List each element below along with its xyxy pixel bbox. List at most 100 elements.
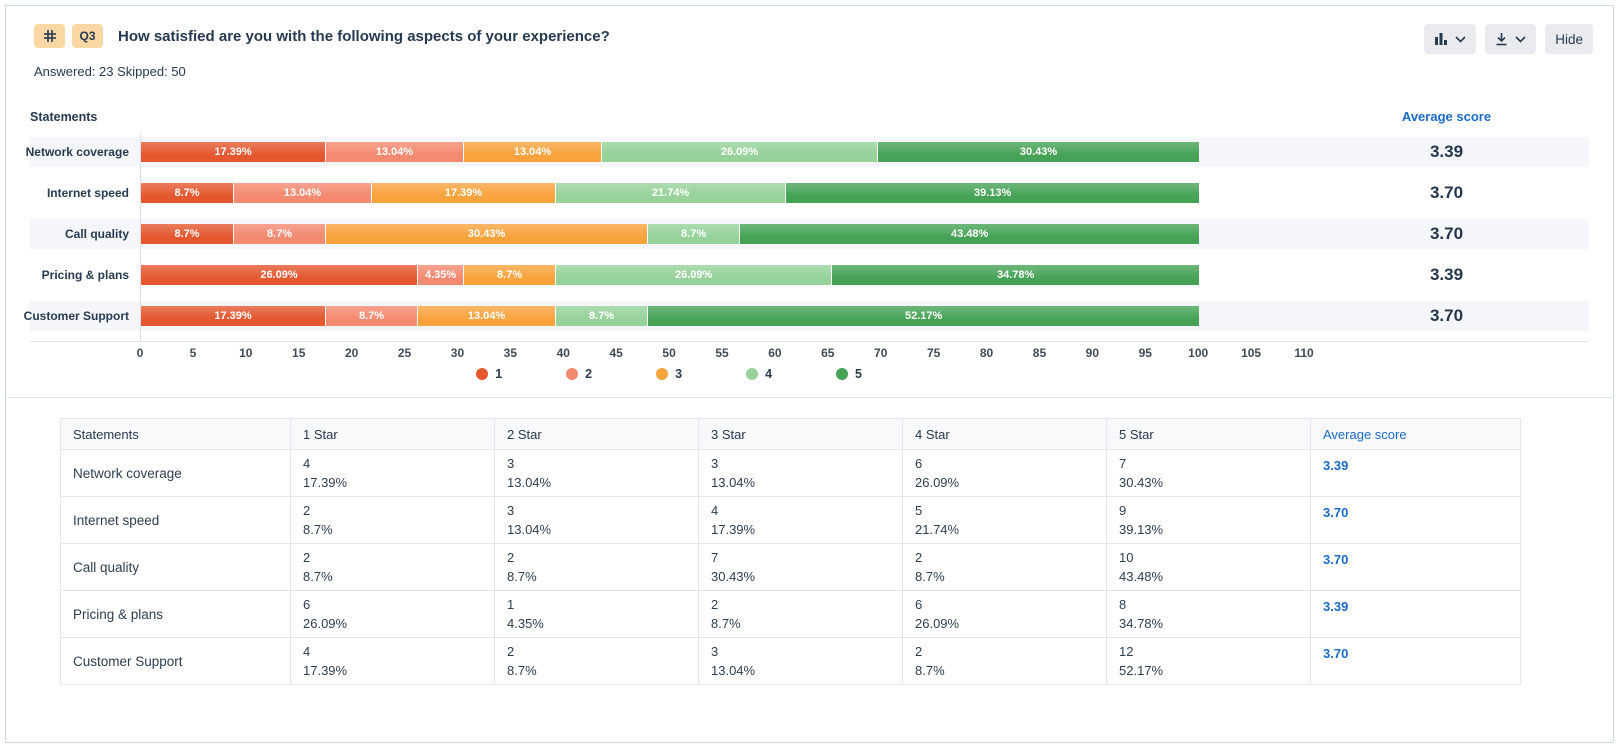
chevron-down-icon bbox=[1515, 35, 1526, 43]
section-divider bbox=[6, 397, 1613, 398]
axis-tick-label: 80 bbox=[979, 346, 994, 360]
column-header: 2 Star bbox=[494, 418, 699, 450]
bar-segment-rating-3[interactable]: 30.43% bbox=[325, 224, 648, 244]
legend-item: 4 bbox=[746, 367, 772, 381]
rating-count: 4 bbox=[303, 456, 311, 471]
chart-row: Customer Support 17.39% 8.7% 13.04% 8.7% 52.1… bbox=[24, 301, 1589, 331]
bar-segment-rating-5[interactable]: 30.43% bbox=[877, 142, 1200, 162]
bar-segment-rating-5[interactable]: 34.78% bbox=[831, 265, 1200, 285]
bar-segment-rating-4[interactable]: 8.7% bbox=[555, 306, 648, 326]
rating-cell: 4 17.39% bbox=[290, 637, 495, 685]
chart-row-bars: 8.7% 8.7% 30.43% 8.7% 43.48% bbox=[140, 219, 1304, 249]
axis-tick-label: 55 bbox=[715, 346, 729, 360]
rating-count: 10 bbox=[1119, 550, 1134, 565]
results-table: Statements 1 Star 2 Star 3 Star 4 Star 5 Star… bbox=[60, 418, 1521, 685]
legend-label: 4 bbox=[765, 367, 773, 381]
rating-percent: 26.09% bbox=[915, 616, 960, 631]
chevron-down-icon bbox=[1455, 35, 1466, 43]
chart-row-label: Call quality bbox=[64, 227, 129, 241]
bar-segment-rating-3[interactable]: 13.04% bbox=[463, 142, 601, 162]
question-title: How satisfied are you with the following… bbox=[118, 27, 610, 45]
rating-percent: 30.43% bbox=[1119, 475, 1164, 490]
bar-track: 8.7% 13.04% 17.39% 21.74% 39.13% bbox=[141, 183, 1200, 203]
question-toolbar: Hide bbox=[1424, 24, 1593, 54]
bar-segment-rating-2[interactable]: 13.04% bbox=[325, 142, 463, 162]
bar-segment-rating-1[interactable]: 17.39% bbox=[141, 306, 326, 326]
bar-segment-rating-1[interactable]: 26.09% bbox=[141, 265, 418, 285]
axis-tick-label: 30 bbox=[450, 346, 465, 360]
rating-count: 2 bbox=[915, 550, 923, 565]
axis-tick-label: 5 bbox=[189, 346, 197, 360]
column-header: 1 Star bbox=[290, 418, 495, 450]
bar-segment-rating-2[interactable]: 8.7% bbox=[233, 224, 326, 244]
rating-cell: 2 8.7% bbox=[290, 543, 495, 591]
chart-legend: 1 2 3 4 5 bbox=[140, 367, 1198, 381]
bar-track: 26.09% 4.35% 8.7% 26.09% 34.78% bbox=[141, 265, 1200, 285]
bar-segment-rating-1[interactable]: 8.7% bbox=[141, 224, 234, 244]
column-header: Statements bbox=[60, 418, 291, 450]
rating-count: 8 bbox=[1119, 597, 1127, 612]
bar-segment-rating-1[interactable]: 8.7% bbox=[141, 183, 234, 203]
bar-segment-rating-5[interactable]: 39.13% bbox=[785, 183, 1200, 203]
hide-button[interactable]: Hide bbox=[1545, 24, 1593, 54]
rating-cell: 4 17.39% bbox=[698, 496, 903, 544]
rating-count: 2 bbox=[507, 550, 515, 565]
axis-tick-label: 90 bbox=[1085, 346, 1100, 360]
bar-segment-rating-2[interactable]: 13.04% bbox=[233, 183, 372, 203]
rating-percent: 13.04% bbox=[711, 663, 756, 678]
bar-segment-rating-5[interactable]: 52.17% bbox=[647, 306, 1200, 326]
rating-cell: 8 34.78% bbox=[1106, 590, 1311, 638]
rating-cell: 2 8.7% bbox=[698, 590, 903, 638]
axis-row: 0 5 10 15 20 25 30 35 40 45 50 55 60 65 70 75 80 85 90 95 10… bbox=[30, 346, 1589, 364]
rating-percent: 8.7% bbox=[711, 616, 741, 631]
chart-row-label: Internet speed bbox=[46, 186, 129, 200]
bar-segment-rating-4[interactable]: 26.09% bbox=[600, 142, 878, 162]
download-icon bbox=[1495, 32, 1508, 46]
average-score-value: 3.39 bbox=[1429, 265, 1464, 284]
rating-percent: 8.7% bbox=[303, 522, 333, 537]
chart-row-bars: 26.09% 4.35% 8.7% 26.09% 34.78% bbox=[140, 260, 1304, 290]
legend-label: 2 bbox=[585, 367, 593, 381]
axis-tick-label: 45 bbox=[609, 346, 623, 360]
rating-cell: 1 4.35% bbox=[494, 590, 699, 638]
rating-cell: 9 39.13% bbox=[1106, 496, 1311, 544]
matrix-question-icon bbox=[34, 24, 65, 48]
bar-segment-rating-3[interactable]: 8.7% bbox=[463, 265, 556, 285]
rating-percent: 26.09% bbox=[915, 475, 960, 490]
axis-tick-label: 10 bbox=[239, 346, 253, 360]
average-score-value: 3.70 bbox=[1429, 183, 1464, 202]
rating-cell: 6 26.09% bbox=[902, 449, 1107, 497]
chart-row: Internet speed 8.7% 13.04% 17.39% 21.74% 39.1… bbox=[30, 178, 1589, 208]
bar-chart-icon bbox=[1434, 32, 1448, 46]
column-header: Average score bbox=[1310, 418, 1521, 450]
rating-count: 2 bbox=[303, 550, 311, 565]
rating-percent: 8.7% bbox=[507, 663, 537, 678]
axis-tick-label: 50 bbox=[662, 346, 676, 360]
column-header: 3 Star bbox=[698, 418, 903, 450]
column-header: 5 Star bbox=[1106, 418, 1311, 450]
rating-cell: 6 26.09% bbox=[290, 590, 495, 638]
statement-cell: Network coverage bbox=[60, 449, 291, 497]
rating-count: 3 bbox=[711, 644, 719, 659]
bar-segment-rating-2[interactable]: 4.35% bbox=[417, 265, 464, 285]
bar-segment-rating-1[interactable]: 17.39% bbox=[141, 142, 326, 162]
bar-segment-rating-4[interactable]: 21.74% bbox=[555, 183, 786, 203]
bar-segment-rating-4[interactable]: 26.09% bbox=[555, 265, 832, 285]
rating-count: 6 bbox=[303, 597, 311, 612]
rating-cell: 3 13.04% bbox=[698, 637, 903, 685]
rating-cell: 7 30.43% bbox=[698, 543, 903, 591]
bar-segment-rating-2[interactable]: 8.7% bbox=[325, 306, 418, 326]
chart-type-dropdown[interactable] bbox=[1424, 24, 1477, 54]
bar-segment-rating-5[interactable]: 43.48% bbox=[739, 224, 1200, 244]
legend-item: 5 bbox=[836, 367, 862, 381]
bar-segment-rating-4[interactable]: 8.7% bbox=[647, 224, 740, 244]
bar-segment-rating-3[interactable]: 13.04% bbox=[417, 306, 556, 326]
bar-segment-rating-3[interactable]: 17.39% bbox=[371, 183, 556, 203]
statements-label: Statements bbox=[30, 109, 98, 124]
legend-dot bbox=[476, 368, 489, 380]
rating-percent: 8.7% bbox=[915, 663, 945, 678]
export-dropdown[interactable] bbox=[1485, 24, 1537, 54]
chart-row-label: Pricing & plans bbox=[41, 268, 129, 282]
axis-tick-label: 110 bbox=[1294, 346, 1314, 360]
grid-hash-icon bbox=[43, 30, 56, 42]
